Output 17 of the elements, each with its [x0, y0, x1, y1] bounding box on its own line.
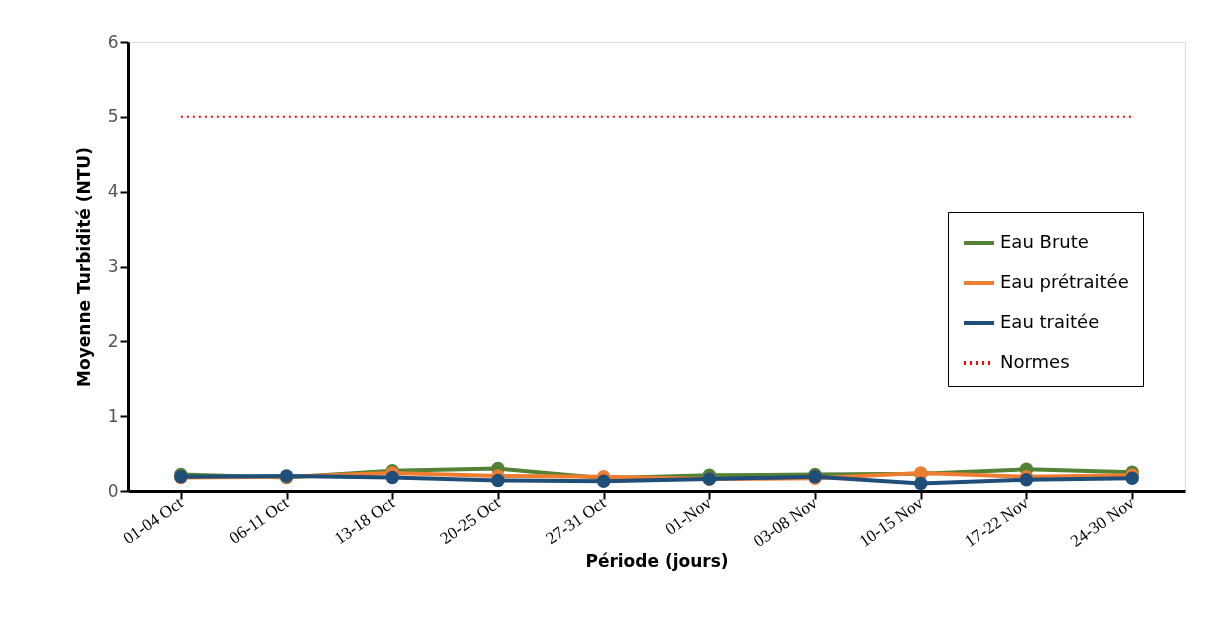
y-tick-label: 2: [107, 330, 119, 351]
point: [385, 470, 399, 485]
legend-label: Eau Brute: [1000, 231, 1089, 252]
y-tick-label: 3: [107, 256, 119, 276]
y-axis-title: Moyenne Turbidité (NTU): [73, 147, 94, 387]
point: [914, 476, 928, 491]
y-tick-label: 5: [107, 106, 119, 127]
x-axis-title: Période (jours): [585, 551, 729, 572]
legend-label: Eau traitée: [1000, 311, 1100, 332]
y-tick-label: 0: [107, 480, 119, 501]
x-tick-label: 06-11 Oct: [225, 493, 293, 548]
legend-label: Eau prétraitée: [1000, 271, 1129, 292]
y-tick-label: 6: [107, 31, 119, 52]
point: [491, 473, 505, 488]
y-tick-label: 4: [107, 181, 119, 202]
legend-label: Normes: [1000, 351, 1070, 372]
y-tick-label: 1: [107, 405, 119, 426]
